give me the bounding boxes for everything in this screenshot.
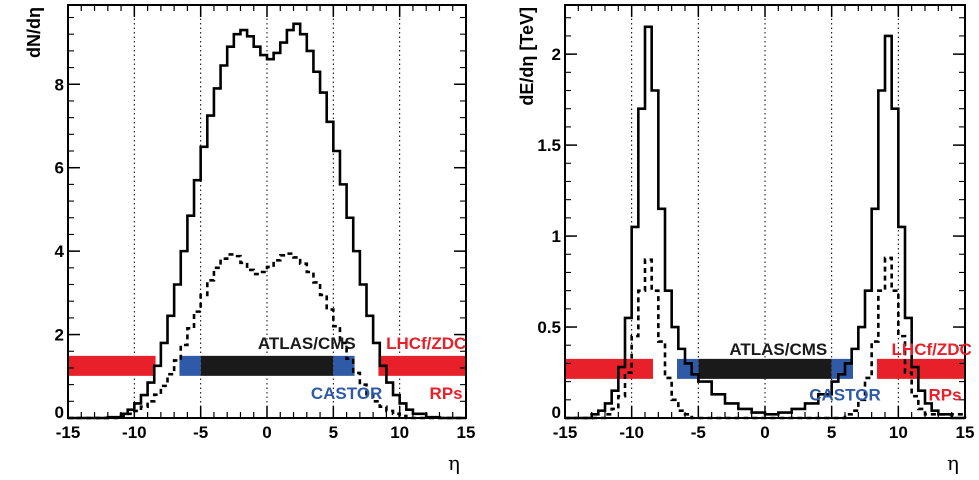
x-tick-label: -5 (691, 423, 706, 442)
series-line-dashed (68, 252, 466, 420)
x-tick-label: -10 (122, 423, 147, 442)
detector-label-rps: RPs (928, 385, 961, 404)
detector-band-castor-right (333, 355, 355, 376)
detector-band-lhcf-zdc (877, 358, 965, 379)
series-line-dashed (565, 256, 967, 420)
left-panel: -15 -10 -5 0 5 10 15 0 2 4 6 8 ATLAS/CMS CASTOR LHCf/Z… (24, 4, 476, 475)
y-tick-label: 8 (55, 75, 64, 94)
x-tick-label: 5 (329, 423, 338, 442)
x-tick-label: 0 (760, 423, 769, 442)
y-tick-label: 4 (55, 242, 65, 261)
detector-label-atlas-cms: ATLAS/CMS (729, 340, 827, 359)
x-tick-label: -15 (56, 423, 81, 442)
x-tick-label: 15 (956, 423, 975, 442)
y-tick-label: 0.5 (537, 318, 561, 337)
x-tick-label: -5 (193, 423, 208, 442)
detector-band-atlas-cms (698, 358, 832, 379)
x-tick-label: 5 (827, 423, 836, 442)
y-axis-title: dE/dη [TeV] (517, 7, 537, 106)
detector-band-castor (179, 355, 201, 376)
y-tick-label: 6 (55, 159, 64, 178)
x-axis-title: η (448, 451, 460, 475)
x-tick-label: 0 (262, 423, 271, 442)
y-tick-label: 1 (552, 227, 561, 246)
detector-label-lhcf-zdc: LHCf/ZDC (892, 340, 972, 359)
detector-label-atlas-cms: ATLAS/CMS (258, 334, 356, 353)
detector-band-castor (677, 358, 699, 379)
y-tick-label: 0 (55, 403, 64, 422)
y-tick-label: 2 (552, 45, 561, 64)
detector-label-rps: RPs (430, 384, 463, 403)
x-tick-label: 15 (457, 423, 476, 442)
x-tick-label: 10 (889, 423, 908, 442)
detector-band-lhcf-zdc (378, 355, 466, 376)
detector-band-rps (565, 358, 653, 379)
series-line-solid (68, 22, 466, 420)
x-axis-title: η (947, 451, 959, 475)
detector-label-lhcf-zdc: LHCf/ZDC (386, 334, 466, 353)
x-tick-label: 10 (390, 423, 409, 442)
detector-label-castor: CASTOR (809, 385, 880, 404)
x-tick-label: -15 (553, 423, 578, 442)
x-tick-label: -10 (619, 423, 644, 442)
detector-label-castor: CASTOR (311, 384, 382, 403)
y-axis-title: dN/dη (24, 7, 44, 58)
detector-band-castor-right (831, 358, 853, 379)
detector-band-atlas-cms (200, 355, 334, 376)
y-tick-label: 1.5 (537, 136, 561, 155)
y-tick-label: 2 (55, 326, 64, 345)
detector-band-rps (68, 355, 156, 376)
y-tick-label: 0 (552, 403, 561, 422)
right-panel: -15 -10 -5 0 5 10 15 0 0.5 1 1.5 2 ATLAS/CMS CASTOR LH… (517, 4, 975, 475)
